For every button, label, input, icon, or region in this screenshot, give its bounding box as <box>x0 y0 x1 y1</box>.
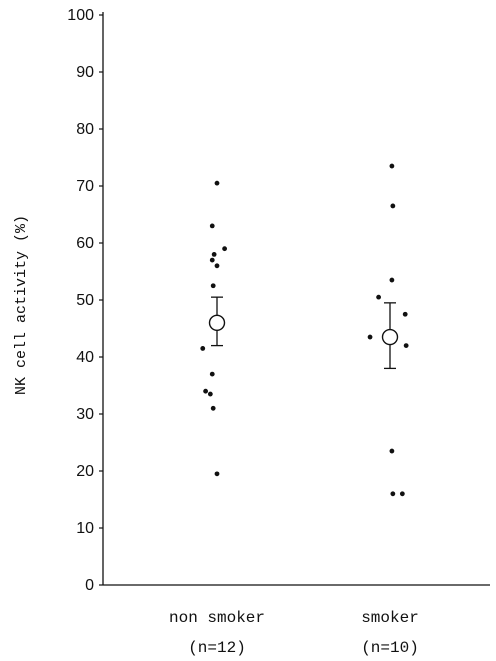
y-tick-label: 30 <box>76 406 94 423</box>
data-point <box>389 163 395 169</box>
y-tick-label: 10 <box>76 520 94 537</box>
data-point <box>403 343 409 348</box>
y-tick-label: 70 <box>76 178 94 195</box>
data-point <box>402 311 408 317</box>
data-point <box>214 180 220 186</box>
data-point <box>222 246 228 252</box>
data-point <box>210 283 216 289</box>
data-point <box>367 334 373 340</box>
y-tick-label: 80 <box>76 121 94 138</box>
data-point <box>209 223 215 229</box>
y-axis-title: NK cell activity (%) <box>13 215 30 395</box>
data-point <box>207 391 213 397</box>
category-label: non smoker <box>169 609 265 627</box>
data-point <box>390 203 396 209</box>
mean-marker <box>208 314 226 331</box>
data-point <box>200 346 206 351</box>
data-point <box>203 388 209 394</box>
category-n-label: (n=10) <box>361 639 419 657</box>
category-label: smoker <box>361 609 419 627</box>
category-n-label: (n=12) <box>188 639 246 657</box>
data-point <box>389 277 395 283</box>
data-point <box>211 252 217 257</box>
y-tick-label: 40 <box>76 349 94 366</box>
data-point <box>210 405 216 411</box>
y-tick-label: 60 <box>76 235 94 252</box>
y-tick-label: 90 <box>76 64 94 81</box>
y-tick-label: 100 <box>67 7 94 24</box>
data-point <box>389 448 395 454</box>
data-point <box>376 294 381 300</box>
mean-marker <box>381 328 399 346</box>
y-tick-label: 0 <box>85 577 94 594</box>
data-point <box>214 263 220 269</box>
y-tick-label: 50 <box>76 292 94 309</box>
data-point <box>214 471 220 477</box>
data-point <box>399 491 405 497</box>
y-tick-label: 20 <box>76 463 94 480</box>
data-point <box>209 257 215 263</box>
data-point <box>209 371 215 377</box>
data-point <box>390 491 396 497</box>
